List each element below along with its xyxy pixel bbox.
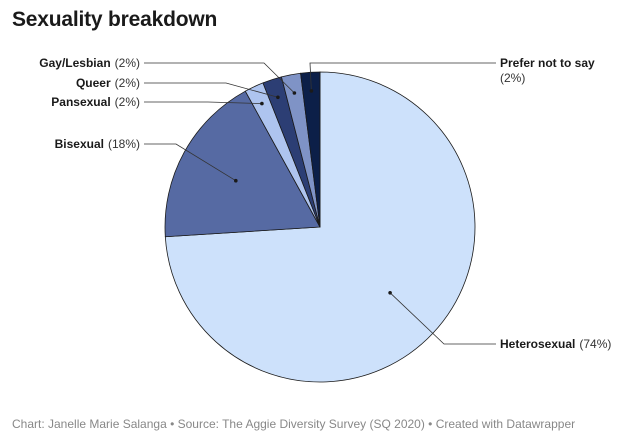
slice-label-pct: (18%) — [108, 137, 140, 151]
leader-line-queer — [144, 82, 279, 98]
chart-footer: Chart: Janelle Marie Salanga • Source: T… — [12, 417, 576, 431]
pie-slices — [164, 71, 476, 383]
slice-label-name: Pansexual — [51, 95, 110, 109]
leader-line-pansexual — [144, 101, 262, 104]
slice-label-name: Prefer not to say — [500, 56, 595, 70]
slice-label-heterosexual: Heterosexual (74%) — [500, 337, 611, 351]
slice-label-name: Gay/Lesbian — [39, 56, 110, 70]
pie-labels: Heterosexual (74%) Bisexual (18%) Pansexual (… — [39, 56, 611, 351]
leader-dot-pansexual — [260, 101, 264, 106]
chart-title: Sexuality breakdown — [12, 8, 218, 31]
slice-label-prefer-not-to-say: Prefer not to say (2%) — [500, 56, 595, 85]
leader-line-bisexual — [144, 143, 237, 182]
slice-label-queer: Queer (2%) — [76, 76, 140, 90]
slice-label-pct: (2%) — [115, 76, 140, 90]
slice-label-pansexual: Pansexual (2%) — [51, 95, 140, 109]
leader-line-prefer-not-to-say — [309, 62, 496, 91]
leader-line-gay-lesbian — [144, 62, 295, 94]
slice-label-pct: (2%) — [115, 95, 140, 109]
leader-dot-heterosexual — [388, 291, 392, 295]
leader-dot-bisexual — [234, 178, 238, 183]
leader-dot-queer — [276, 95, 280, 100]
slice-label-pct: (2%) — [500, 71, 525, 85]
pie-slice-bisexual — [164, 90, 321, 238]
slice-label-pct: (74%) — [579, 337, 611, 351]
slice-label-name: Bisexual — [55, 137, 104, 151]
slice-label-gay-lesbian: Gay/Lesbian (2%) — [39, 56, 140, 70]
slice-label-name: Queer — [76, 76, 111, 90]
leader-dot-prefer-not-to-say — [309, 89, 314, 93]
leader-line-heterosexual — [389, 292, 496, 345]
slice-label-pct: (2%) — [115, 56, 140, 70]
slice-label-bisexual: Bisexual (18%) — [55, 137, 140, 151]
slice-label-name: Heterosexual — [500, 337, 575, 351]
leader-dot-gay-lesbian — [292, 91, 297, 95]
